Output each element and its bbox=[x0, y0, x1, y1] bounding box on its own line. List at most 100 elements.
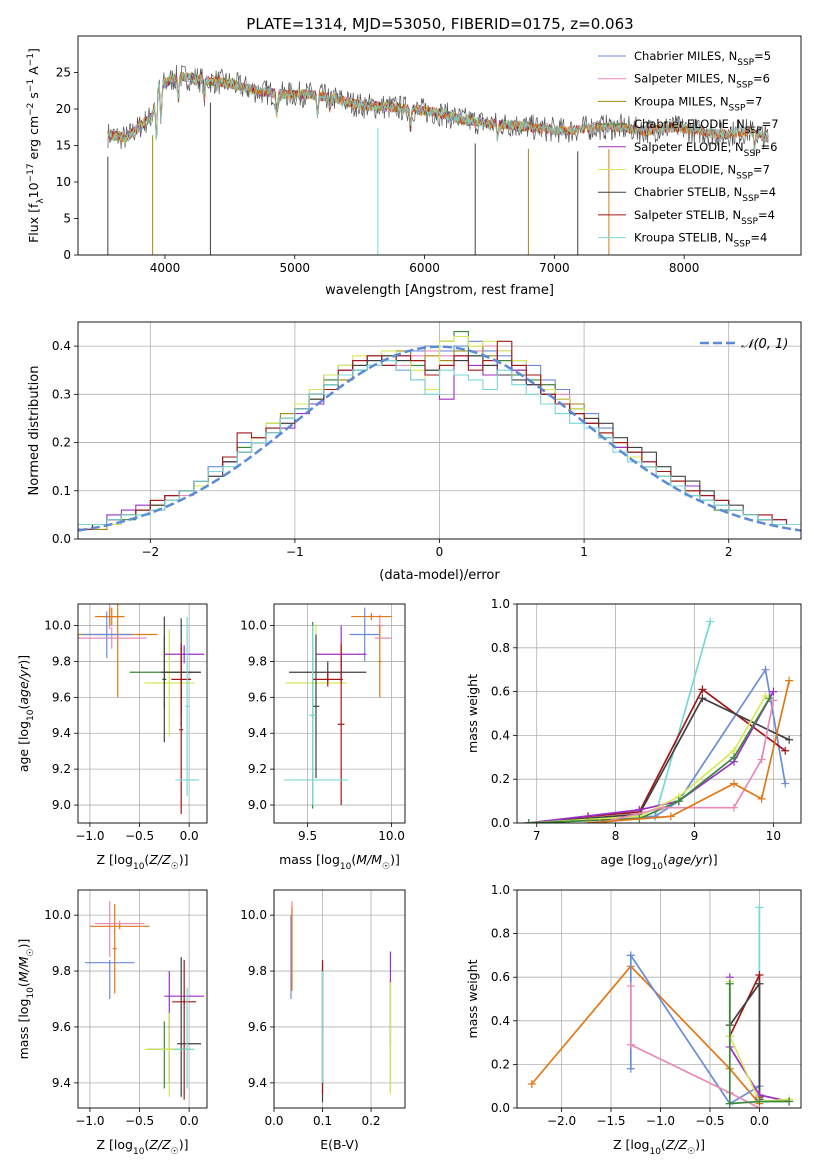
y-tick-label: 9.8 bbox=[248, 964, 267, 978]
x-tick-label: −1.0 bbox=[646, 1114, 675, 1128]
x-axis-label: mass [log10(M/M☉)] bbox=[279, 852, 400, 872]
x-tick-label: 5000 bbox=[279, 261, 310, 275]
x-tick-label: 0.0 bbox=[264, 1114, 283, 1128]
spectrum-line-cSTELIB bbox=[107, 64, 769, 156]
y-tick-label: 10.0 bbox=[44, 908, 71, 922]
y-tick-label: 0 bbox=[63, 248, 71, 262]
legend-label: Kroupa MILES, NSSP=7 bbox=[634, 94, 762, 113]
y-tick-label: 20 bbox=[56, 102, 71, 116]
x-tick-label: 2 bbox=[725, 545, 733, 559]
legend-label: Chabrier MILES, NSSP=5 bbox=[634, 49, 771, 68]
mass-weight-marker bbox=[781, 746, 790, 755]
y-tick-label: 5 bbox=[63, 212, 71, 226]
mass-weight-line-kSTELIB bbox=[758, 907, 790, 1103]
mass-weight-line-orange bbox=[587, 680, 791, 823]
y-tick-label: 0.6 bbox=[491, 685, 510, 699]
y-tick-label: 9.4 bbox=[248, 1076, 267, 1090]
x-tick-label: 10 bbox=[766, 829, 781, 843]
mass-weight-marker bbox=[761, 665, 770, 674]
y-tick-label: 9.8 bbox=[248, 654, 267, 668]
y-tick-label: 0.8 bbox=[491, 927, 510, 941]
x-tick-label: 0.0 bbox=[180, 1114, 199, 1128]
axes-frame bbox=[516, 603, 802, 824]
mass-weight-marker bbox=[769, 687, 778, 696]
y-tick-label: 0.0 bbox=[491, 816, 510, 830]
mass-weight-marker bbox=[698, 685, 707, 694]
axes-frame bbox=[516, 889, 802, 1109]
residuals-panel: −2 −1 0 1 2 0.0 0.1 0.2 0.3 0.4 𝒩(0, 1) (data-model… bbox=[27, 321, 802, 583]
mass-weight-line-orange bbox=[531, 965, 761, 1105]
mass-weight-marker bbox=[755, 979, 764, 988]
gaussian-curve bbox=[78, 345, 801, 532]
x-tick-label: −0.5 bbox=[125, 1114, 154, 1128]
mass-weight-line-cMILES bbox=[528, 667, 787, 823]
mass-vs-Z-panel: −1.0 −0.5 0.0 9.4 9.6 9.8 10.0 Z [log10(Z/Z☉)] m… bbox=[16, 889, 208, 1157]
x-tick-label: −2.0 bbox=[547, 1114, 576, 1128]
mass-weight-marker bbox=[698, 694, 707, 703]
mass-weight-line-sSTELIB bbox=[528, 688, 786, 823]
x-tick-label: 7000 bbox=[539, 261, 570, 275]
x-tick-label: 9.5 bbox=[298, 829, 317, 843]
y-tick-label: 0.8 bbox=[491, 641, 510, 655]
x-tick-label: 10.0 bbox=[378, 829, 405, 843]
x-tick-label: 9 bbox=[691, 829, 699, 843]
mass-weight-marker bbox=[755, 1097, 764, 1106]
y-axis-label: mass weight bbox=[465, 959, 480, 1038]
mass-weight-lines bbox=[527, 903, 794, 1108]
spectrum-legend: Chabrier MILES, NSSP=5 Salpeter MILES, NS… bbox=[598, 49, 779, 250]
y-axis-label: age [log10(age/yr)] bbox=[16, 655, 36, 772]
mass-weight-marker bbox=[729, 803, 738, 812]
axes-frame bbox=[273, 603, 406, 824]
mass-weight-marker bbox=[757, 755, 766, 764]
legend-label: Chabrier STELIB, NSSP=4 bbox=[634, 185, 776, 204]
spectrum-line-kSTELIB bbox=[107, 72, 769, 151]
axes-frame bbox=[273, 889, 406, 1109]
y-tick-label: 0.0 bbox=[491, 1101, 510, 1115]
x-tick-label: −2 bbox=[141, 545, 159, 559]
legend-label: Salpeter ELODIE, NSSP=6 bbox=[634, 140, 777, 159]
y-tick-label: 15 bbox=[56, 139, 71, 153]
x-tick-label: −1.0 bbox=[75, 829, 104, 843]
legend-label: Chabrier ELODIE, NSSP=7 bbox=[634, 117, 779, 136]
histogram-lines bbox=[78, 331, 801, 532]
y-tick-label: 0.2 bbox=[491, 1057, 510, 1071]
x-tick-label: 0.2 bbox=[361, 1114, 380, 1128]
y-tick-label: 10.0 bbox=[240, 908, 267, 922]
legend-label: Salpeter STELIB, NSSP=4 bbox=[634, 208, 775, 227]
axes-frame bbox=[77, 35, 802, 256]
legend-label: Kroupa ELODIE, NSSP=7 bbox=[634, 163, 770, 182]
y-tick-label: 0.4 bbox=[491, 1014, 510, 1028]
error-bars bbox=[78, 604, 205, 815]
y-tick-label: 0.4 bbox=[491, 728, 510, 742]
y-tick-label: 9.4 bbox=[52, 1076, 71, 1090]
mass-weight-marker bbox=[524, 819, 533, 823]
massweight-vs-age-panel: 7 8 9 10 0.0 0.2 0.4 0.6 0.8 1.0 age [log10(age/yr… bbox=[465, 597, 802, 872]
histogram-kSTELIB bbox=[78, 360, 801, 526]
mass-weight-marker bbox=[626, 951, 635, 960]
y-axis-label: mass [log10(M/M☉)] bbox=[16, 939, 36, 1060]
x-axis-label: wavelength [Angstrom, rest frame] bbox=[325, 283, 554, 298]
mass-weight-marker bbox=[725, 1099, 734, 1108]
y-tick-label: 10.0 bbox=[240, 619, 267, 633]
error-bars bbox=[290, 901, 392, 1103]
y-tick-label: 9.2 bbox=[52, 762, 71, 776]
x-tick-label: 0.0 bbox=[180, 829, 199, 843]
x-tick-label: 1 bbox=[580, 545, 588, 559]
mass-weight-marker bbox=[785, 1097, 794, 1106]
massweight-vs-Z-panel: −2.0 −1.5 −1.0 −0.5 0.0 0.0 0.2 0.4 0.6 0.8 1.0 Z [… bbox=[465, 883, 802, 1157]
y-axis-label: mass weight bbox=[465, 674, 480, 753]
mass-weight-marker bbox=[584, 819, 592, 823]
y-tick-label: 9.0 bbox=[52, 798, 71, 812]
y-tick-label: 0.3 bbox=[52, 387, 71, 401]
axes-frame bbox=[77, 321, 802, 540]
mass-weight-marker bbox=[755, 971, 764, 980]
spectrum-panel: 4000 5000 6000 7000 8000 0 5 10 15 20 25 Chabrier M… bbox=[26, 35, 802, 298]
x-axis-label: (data-model)/error bbox=[379, 568, 500, 583]
mass-weight-marker bbox=[785, 676, 794, 685]
mass-weight-marker bbox=[755, 903, 764, 912]
mass-weight-marker bbox=[785, 735, 794, 744]
x-axis-label: Z [log10(Z/Z☉)] bbox=[97, 1137, 189, 1157]
mass-vs-EBV-panel: 0.0 0.1 0.2 9.4 9.6 9.8 10.0 E(B-V) bbox=[240, 889, 406, 1152]
mass-weight-marker bbox=[781, 779, 790, 788]
x-axis-label: Z [log10(Z/Z☉)] bbox=[97, 852, 189, 872]
